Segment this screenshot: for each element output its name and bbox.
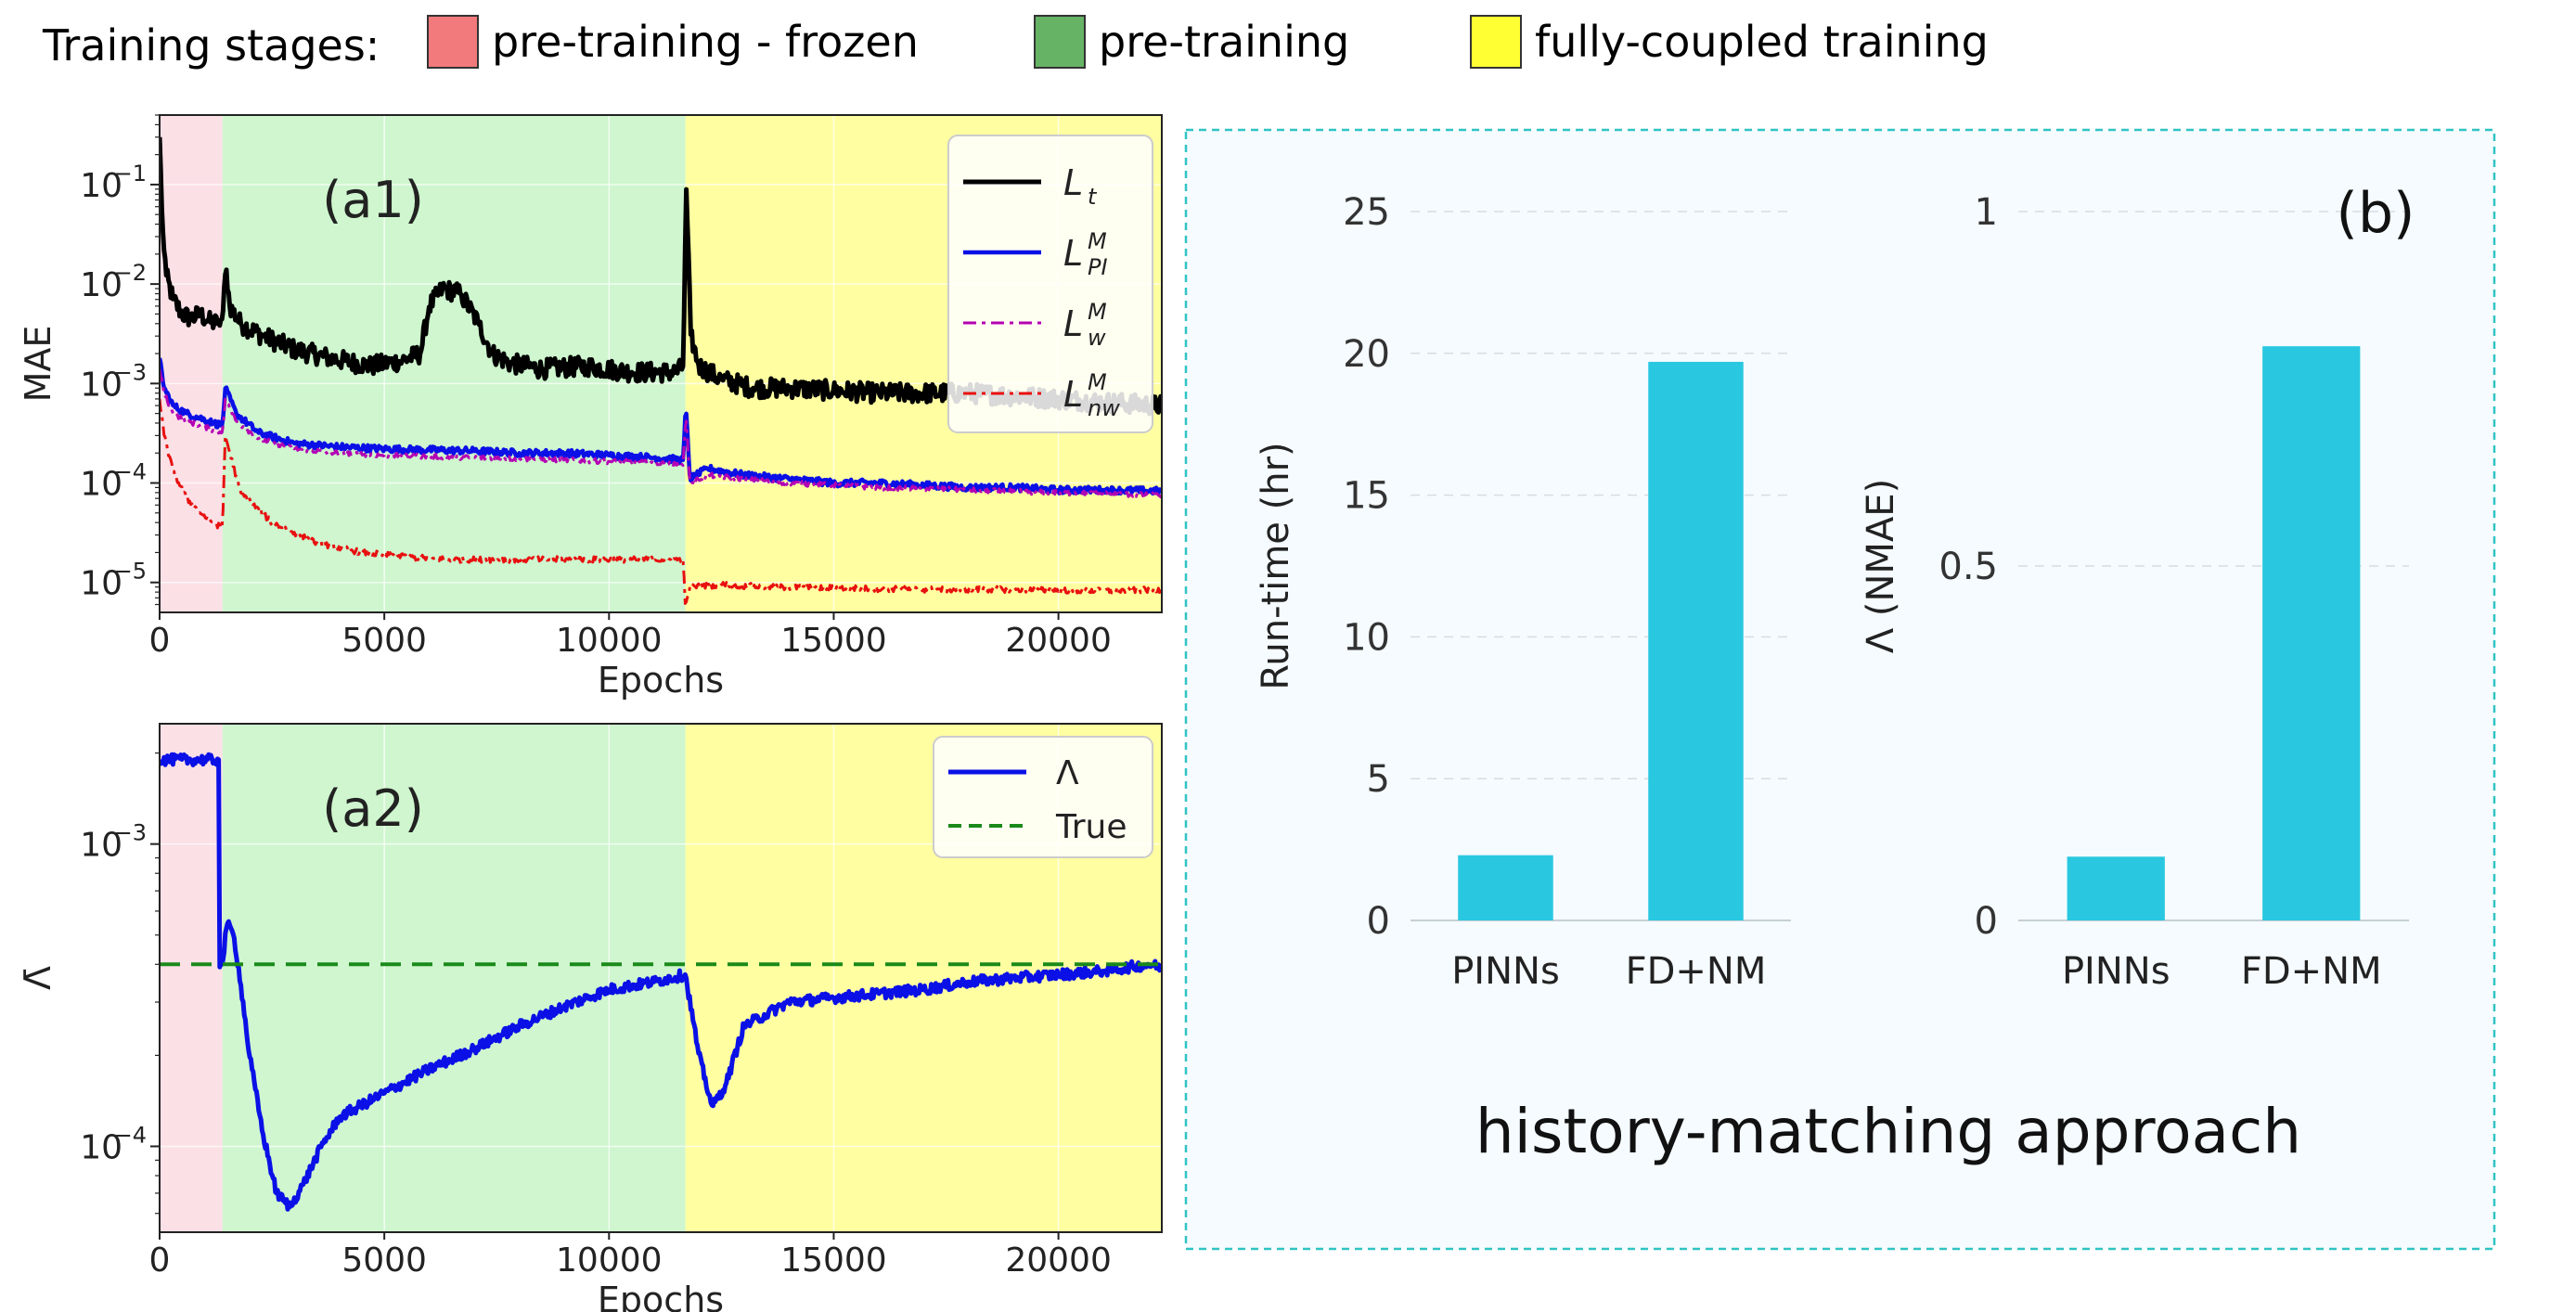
bar-pinns [2067,856,2165,920]
x-tick-label: 15000 [780,1241,887,1280]
y-tick-label: 10 [80,827,122,865]
series-line-3 [160,398,1162,605]
stage-band-pre [222,115,686,612]
stage-band-frozen [160,115,223,612]
legend-sub-1: PI [1088,254,1108,280]
x-tick-label: PINNs [1451,950,1560,993]
stage-band-frozen [160,724,223,1232]
series-line-2 [160,368,1162,499]
legend-title: Training stages: [43,20,380,71]
y-axis-label: Λ̄ [18,966,58,990]
legend-label-1: True [1055,808,1127,846]
y-tick-label: 0 [1975,900,1998,943]
legend-label-2: L [1063,303,1083,344]
legend-item-coupled: fully-coupled training [1470,15,1989,69]
chart-a1-loss-curves: 0 5000 10000 15000 2000010−510−410−310−210−1… [18,114,1163,701]
y-tick-label: 0 [1367,900,1390,943]
y-axis-label: MAE [18,326,58,403]
x-tick-label: 0 [149,622,171,660]
y-axis-label: Run-time (hr) [1255,442,1297,689]
panel-label: (a1) [322,171,424,229]
y-tick-exponent: −3 [114,820,147,846]
legend-swatch-pretraining [1034,15,1086,69]
legend-sub-2: w [1088,325,1106,351]
legend-box [933,736,1153,858]
legend-label-3: L [1063,374,1083,415]
x-tick-label: 10000 [556,1241,663,1280]
series-line-0 [160,752,1162,1212]
legend-label-0: Λ [1056,754,1079,792]
legend-sub-0: t [1088,184,1098,210]
panel-label: (b) [2337,181,2415,246]
y-tick-label: 10 [80,366,122,404]
x-tick-label: 15000 [780,622,887,660]
legend-item-pretraining: pre-training [1034,15,1349,69]
legend-swatch-coupled [1470,15,1522,69]
x-tick-label: 20000 [1005,622,1112,660]
y-tick-exponent: −2 [114,260,147,286]
y-tick-exponent: −4 [114,459,147,485]
legend-sup-3: M [1088,369,1107,395]
y-tick-label: 0.5 [1938,546,1998,588]
panel-caption: history-matching approach [1475,1096,2301,1167]
x-axis-label: Epochs [598,1280,724,1312]
y-tick-exponent: −4 [114,1122,147,1148]
chart-b-comparison: 0 5 10 15 20 25 PINNs FD+NM Run-time (hr) 0 0.5 1 PI… [1184,128,2496,1251]
bar-fdnm [2262,346,2361,920]
y-axis-label: Λ (NMAE) [1860,479,1902,653]
legend-box [947,135,1153,433]
x-axis-label: Epochs [598,660,724,701]
legend-label-0: L [1063,162,1083,203]
y-tick-label: 10 [80,565,122,603]
y-tick-label: 10 [80,466,122,504]
y-tick-label: 10 [80,266,122,304]
legend-label-1: L [1063,233,1083,274]
y-tick-label: 10 [80,167,122,205]
bar-fdnm [1648,361,1744,920]
x-tick-label: FD+NM [2241,950,2382,993]
bar-pinns [1458,855,1553,920]
y-tick-label: 10 [80,1128,122,1166]
y-tick-label: 5 [1367,758,1390,801]
y-tick-label: 20 [1343,333,1390,376]
y-tick-exponent: −5 [114,559,147,585]
series-group [160,752,1162,1212]
training-stages-legend: Training stages: pre-training - frozen p… [0,0,2041,93]
legend-label-pretraining: pre-training [1099,17,1350,67]
legend-sub-3: nw [1088,395,1120,421]
y-tick-label: 10 [1343,616,1390,659]
legend-sup-1: M [1088,228,1107,254]
panel-label: (a2) [322,779,424,838]
legend-swatch-frozen [427,15,479,69]
legend-label-frozen: pre-training - frozen [492,17,919,67]
x-tick-label: 5000 [341,1241,427,1280]
x-tick-label: FD+NM [1626,950,1767,993]
y-tick-label: 1 [1975,191,1998,234]
y-tick-label: 15 [1343,475,1390,518]
chart-a2-lambda-curve: 0 5000 10000 15000 2000010−410−3EpochsΛ̄(a2)… [18,723,1163,1312]
y-tick-exponent: −1 [114,161,147,187]
x-tick-label: 10000 [556,622,663,660]
stage-band-pre [222,724,686,1232]
x-tick-label: PINNs [2062,950,2170,993]
y-tick-exponent: −3 [114,359,147,385]
x-tick-label: 5000 [341,622,427,660]
axes-frame [159,723,1163,1233]
axes-frame [159,114,1163,613]
legend-label-coupled: fully-coupled training [1535,17,1989,67]
y-tick-label: 25 [1343,191,1390,234]
legend-item-frozen: pre-training - frozen [427,15,919,69]
legend-sup-2: M [1088,299,1107,325]
x-tick-label: 20000 [1005,1241,1112,1280]
x-tick-label: 0 [149,1241,171,1280]
